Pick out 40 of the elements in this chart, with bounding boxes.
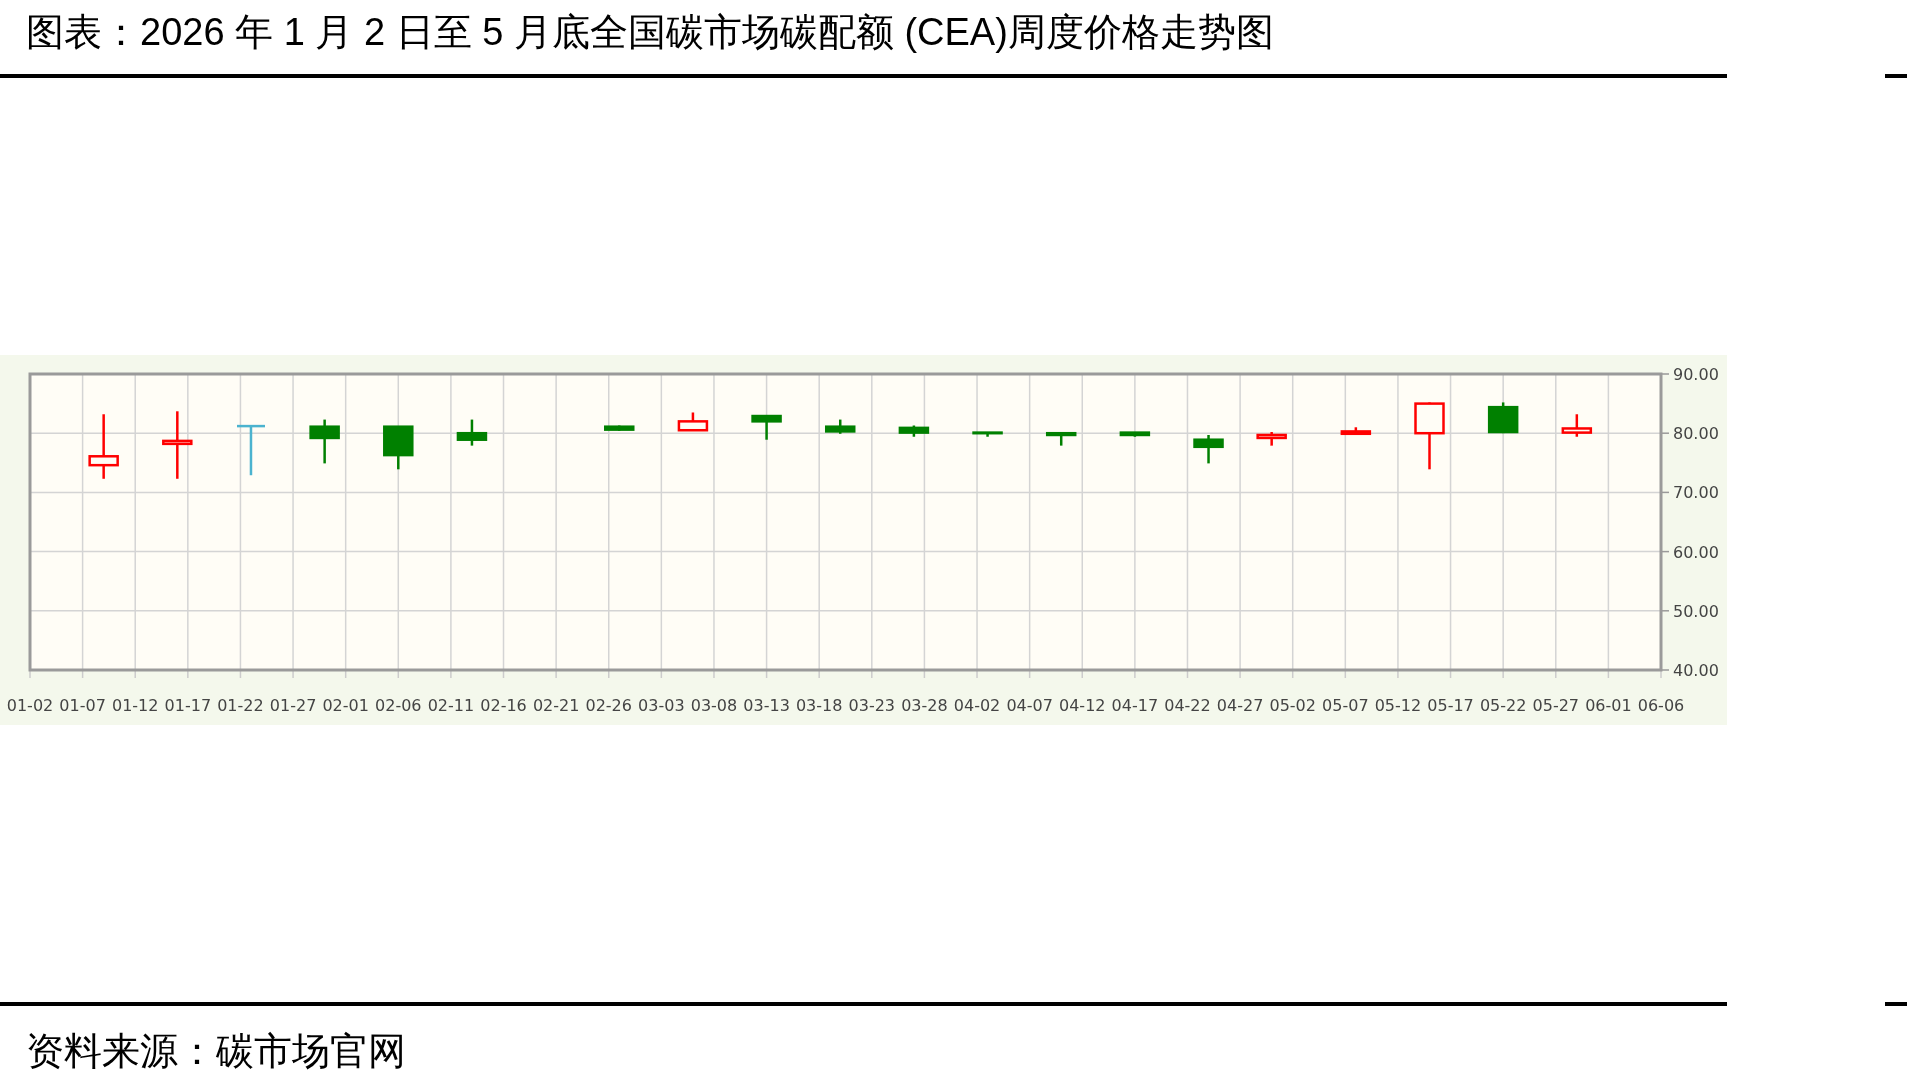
x-tick-label: 02-06 — [375, 696, 422, 715]
x-tick-label: 04-27 — [1216, 696, 1264, 715]
x-tick-label: 04-02 — [953, 696, 1001, 715]
x-tick-label: 01-12 — [111, 696, 159, 715]
y-tick-label: 60.00 — [1673, 542, 1719, 562]
x-tick-label: 01-22 — [217, 696, 264, 715]
x-tick-label: 05-27 — [1532, 696, 1580, 715]
x-tick-label: 04-07 — [1006, 696, 1053, 715]
x-tick-label: 01-27 — [269, 696, 317, 715]
annotation: 资料来源：碳市场官网 — [26, 1030, 406, 1072]
x-tick-label: 04-12 — [1059, 696, 1106, 715]
x-tick-label: 03-28 — [901, 696, 948, 715]
y-tick-label: 50.00 — [1673, 601, 1719, 621]
x-tick-label: 03-13 — [743, 696, 790, 715]
y-tick-label: 90.00 — [1673, 365, 1719, 384]
x-tick-label: 02-16 — [480, 696, 527, 715]
x-tick-label: 02-01 — [322, 696, 369, 715]
title: 图表：2026 年 1 月 2 日至 5 月底全国碳市场碳配额 (CEA)周度价格走势图 — [26, 11, 1274, 53]
x-tick-label: 03-08 — [690, 696, 738, 715]
x-tick-label: 04-17 — [1111, 696, 1159, 715]
x-tick-label: 02-26 — [585, 696, 632, 715]
x-tick-label: 05-22 — [1479, 696, 1527, 715]
x-tick-label: 01-17 — [164, 696, 212, 715]
x-tick-label: 05-02 — [1269, 696, 1316, 715]
x-tick-label: 02-21 — [532, 696, 580, 715]
x-tick-label: 02-11 — [427, 696, 475, 715]
x-tick-label: 01-02 — [6, 696, 54, 715]
x-tick-label: 04-22 — [1164, 696, 1211, 715]
x-tick-label: 05-17 — [1427, 696, 1474, 715]
x-tick-label: 03-03 — [638, 696, 685, 715]
x-tick-label: 06-01 — [1585, 696, 1632, 715]
x-tick-label: 03-18 — [795, 696, 843, 715]
y-tick-label: 70.00 — [1673, 483, 1719, 503]
y-tick-label: 80.00 — [1673, 424, 1719, 444]
x-tick-label: 06-06 — [1637, 696, 1685, 715]
x-tick-label: 05-07 — [1322, 696, 1369, 715]
x-tick-label: 05-12 — [1374, 696, 1422, 715]
y-tick-label: 40.00 — [1673, 661, 1719, 680]
x-tick-label: 03-23 — [848, 696, 896, 715]
x-tick-label: 01-07 — [59, 696, 106, 715]
